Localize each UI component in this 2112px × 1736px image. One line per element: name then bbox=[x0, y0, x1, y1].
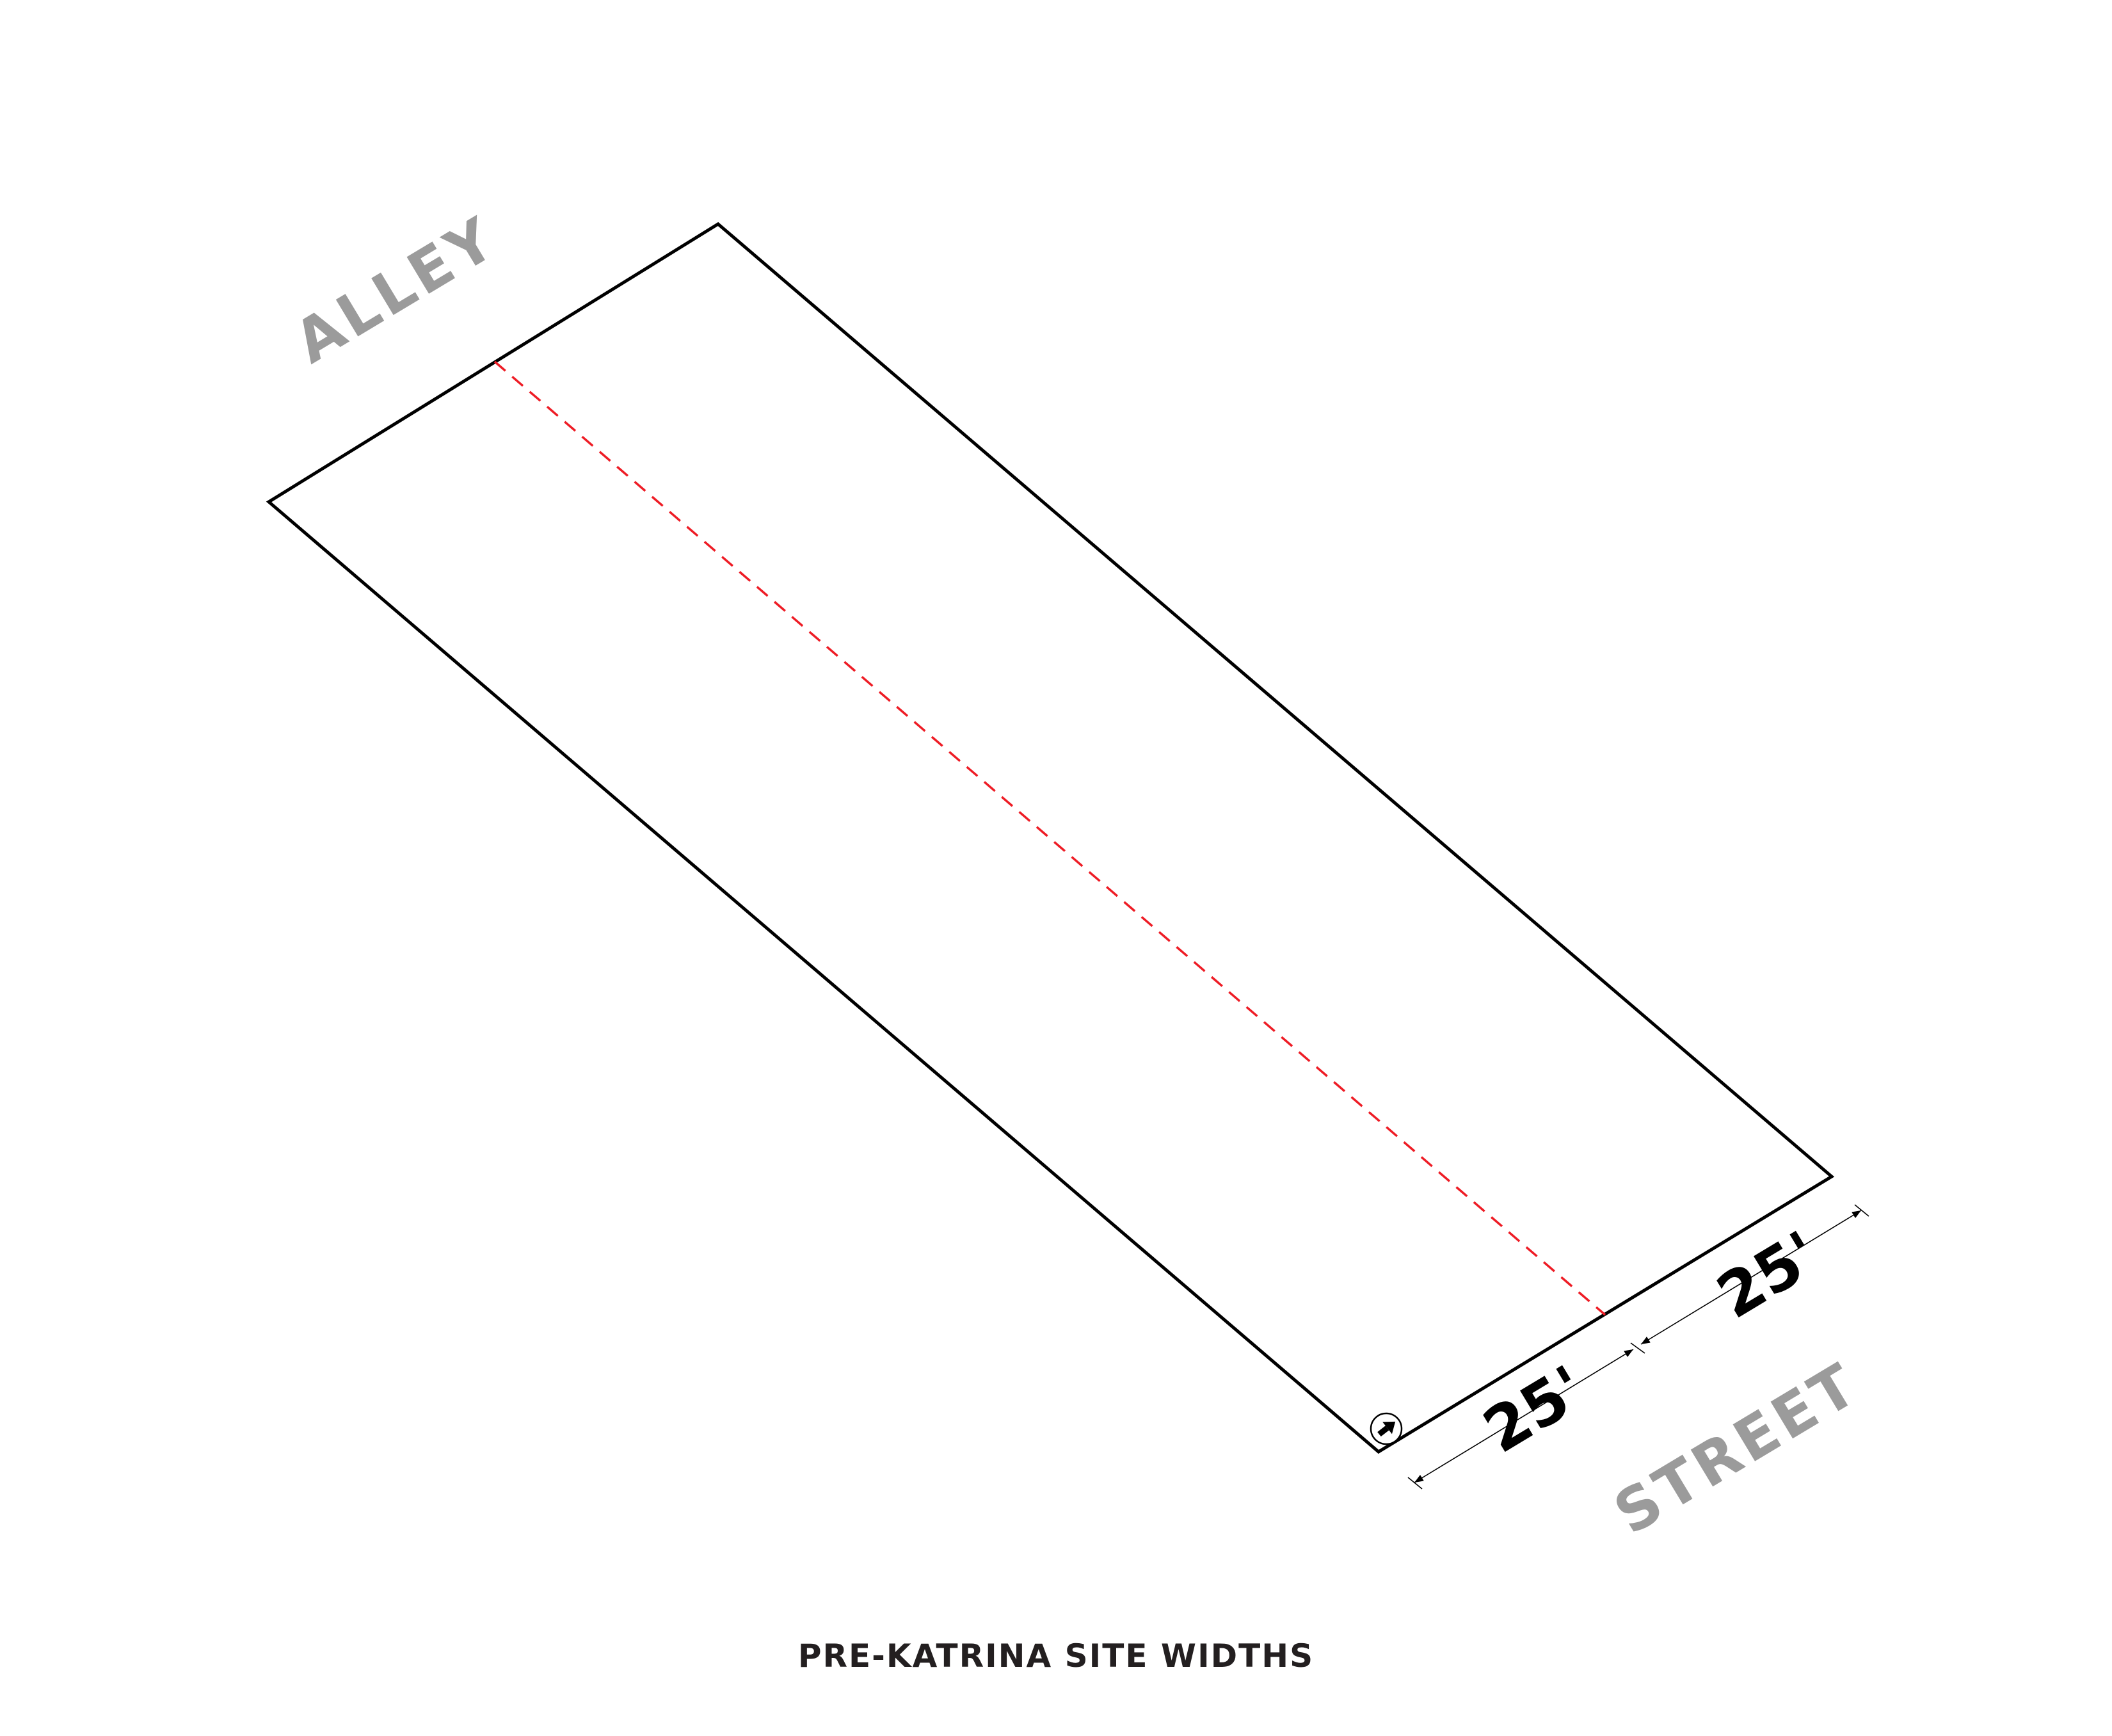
width-dimension-line bbox=[1407, 1204, 1869, 1490]
left-width-dimension-label: 25' bbox=[1471, 1352, 1597, 1467]
street-label: STREET bbox=[1603, 1349, 1871, 1548]
site-outline bbox=[266, 221, 1835, 1454]
lot-division-line bbox=[493, 360, 1606, 1316]
diagram-caption: PRE-KATRINA SITE WIDTHS bbox=[797, 1637, 1315, 1675]
alley-label: ALLEY bbox=[283, 204, 509, 377]
north-arrow-icon bbox=[1370, 1412, 1403, 1445]
right-width-dimension-label: 25' bbox=[1705, 1218, 1831, 1333]
